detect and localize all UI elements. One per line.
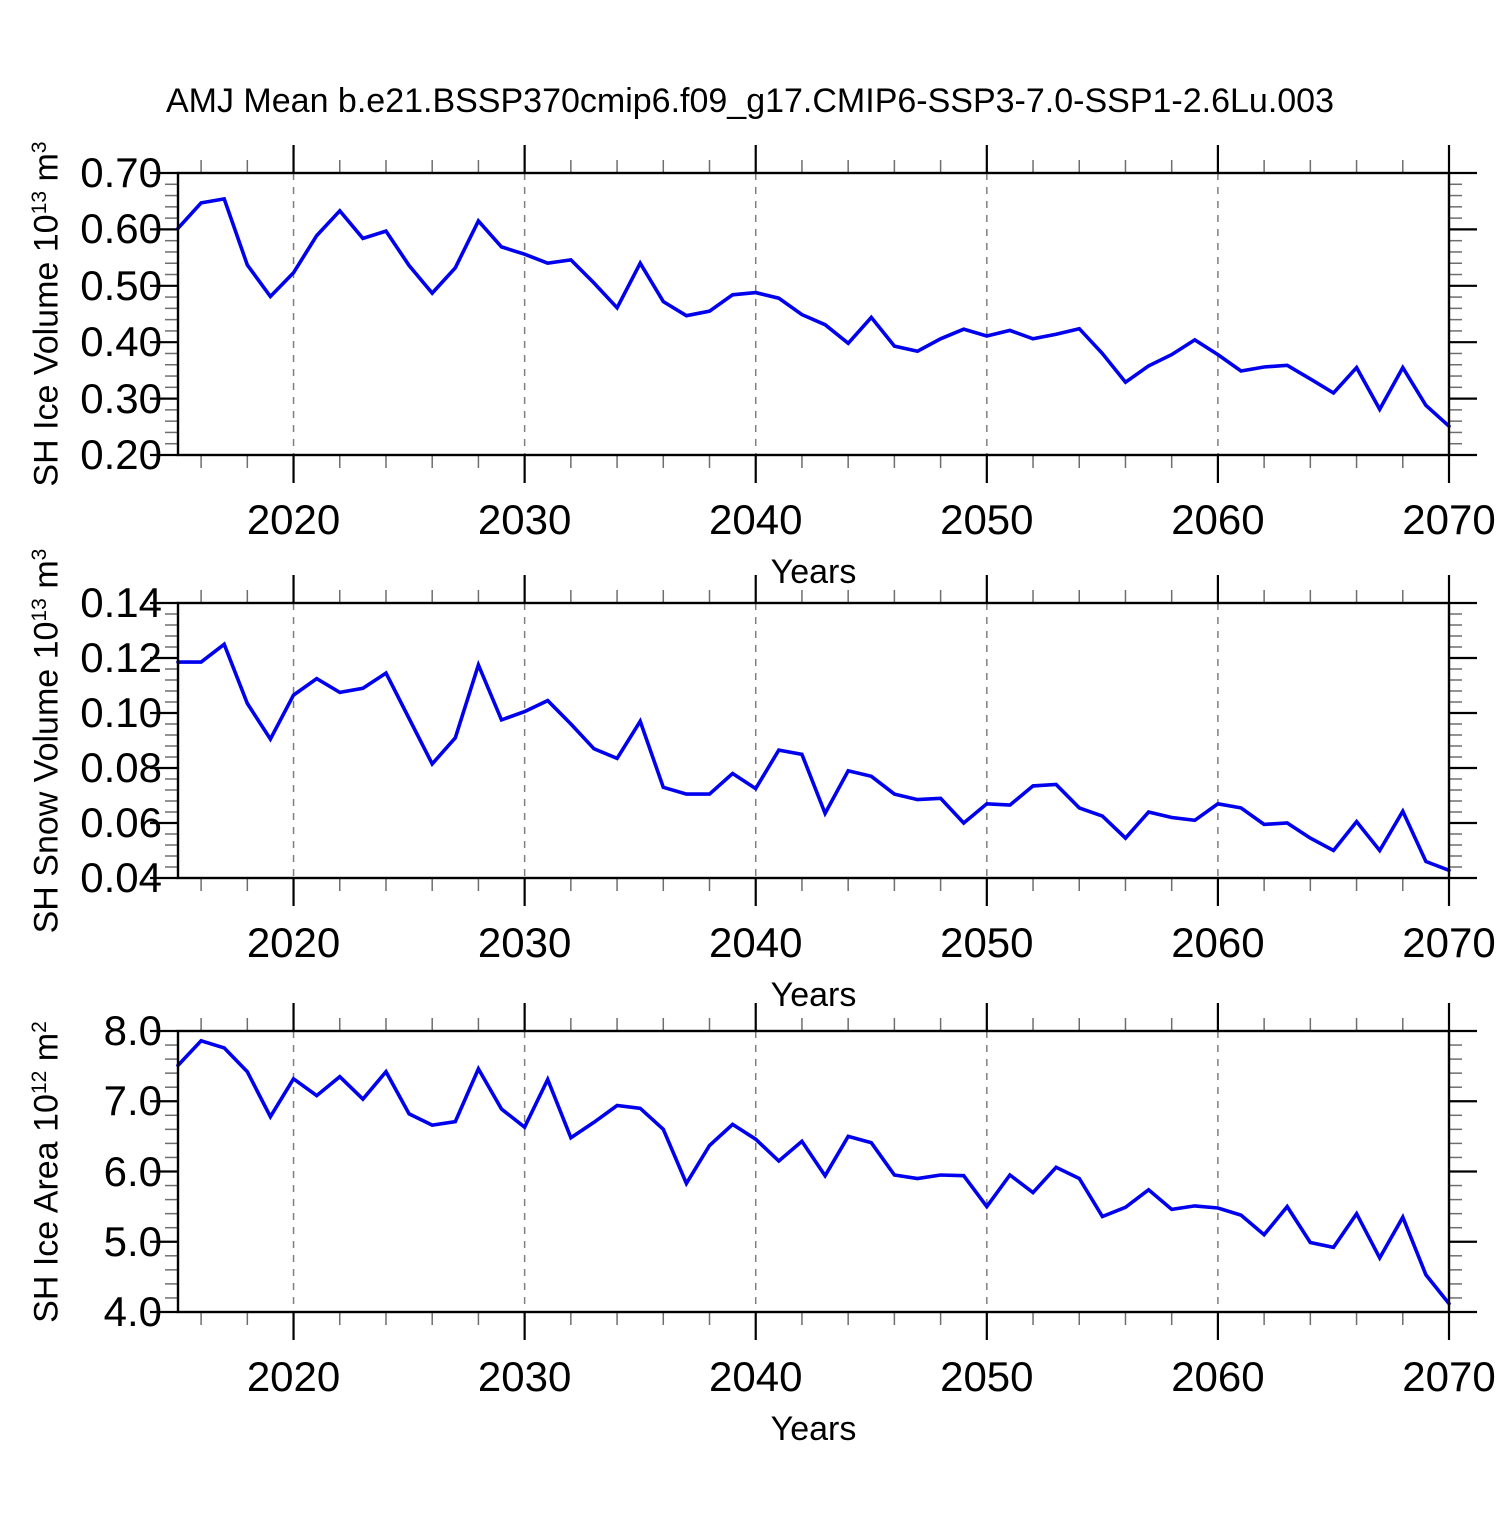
x-tick-label: 2070 bbox=[1402, 496, 1496, 543]
x-tick-label: 2050 bbox=[940, 496, 1034, 543]
y-tick-label: 4.0 bbox=[103, 1288, 162, 1335]
x-tick-label: 2050 bbox=[940, 1353, 1034, 1400]
x-tick-label: 2020 bbox=[246, 919, 341, 966]
y-tick-label: 0.20 bbox=[80, 431, 162, 478]
y-tick-label: 0.70 bbox=[80, 149, 162, 196]
x-tick-label: 2040 bbox=[709, 496, 803, 543]
x-tick-label: 2020 bbox=[246, 1353, 341, 1400]
sh-snow-volume-line bbox=[176, 641, 1451, 873]
sh-snow-volume-panel bbox=[150, 575, 1477, 906]
y-tick-label: 7.0 bbox=[103, 1077, 162, 1125]
sh-ice-volume-frame bbox=[176, 171, 1451, 457]
sh-ice-area-line bbox=[176, 1038, 1451, 1306]
x-axis-title: Years bbox=[770, 976, 857, 1014]
sh-ice-area-panel bbox=[150, 1003, 1477, 1340]
x-tick-label: 2030 bbox=[477, 1353, 572, 1400]
x-tick-label: 2060 bbox=[1171, 919, 1265, 966]
x-tick-label: 2040 bbox=[709, 1353, 803, 1400]
y-axis-title: SH Ice Area 1012 m2 bbox=[27, 1020, 66, 1323]
y-tick-label: 0.10 bbox=[80, 689, 162, 736]
sh-ice-volume-line bbox=[176, 196, 1451, 429]
sh-ice-area-frame bbox=[176, 1029, 1451, 1314]
y-tick-label: 0.04 bbox=[80, 854, 162, 901]
y-tick-label: 6.0 bbox=[103, 1147, 162, 1195]
y-tick-label: 0.12 bbox=[80, 634, 162, 681]
x-tick-label: 2070 bbox=[1402, 919, 1496, 966]
y-tick-label: 0.60 bbox=[80, 205, 162, 253]
x-tick-label: 2070 bbox=[1402, 1353, 1496, 1400]
x-tick-label: 2060 bbox=[1171, 1353, 1265, 1400]
y-tick-label: 0.40 bbox=[80, 318, 162, 366]
y-tick-label: 8.0 bbox=[103, 1007, 162, 1054]
y-tick-label: 5.0 bbox=[103, 1217, 162, 1265]
x-axis-title: Years bbox=[770, 1410, 857, 1448]
x-tick-label: 2050 bbox=[940, 919, 1034, 966]
x-tick-label: 2030 bbox=[477, 919, 572, 966]
x-tick-label: 2020 bbox=[246, 496, 341, 543]
y-tick-label: 0.14 bbox=[80, 579, 162, 626]
x-tick-label: 2030 bbox=[477, 496, 572, 543]
sh-ice-volume-panel bbox=[150, 145, 1477, 483]
y-tick-label: 0.06 bbox=[80, 799, 162, 846]
sh-snow-volume-frame bbox=[176, 601, 1451, 880]
x-axis-title: Years bbox=[770, 553, 857, 591]
y-tick-label: 0.50 bbox=[80, 261, 162, 309]
figure-title: AMJ Mean b.e21.BSSP370cmip6.f09_g17.CMIP… bbox=[165, 82, 1334, 120]
x-tick-label: 2040 bbox=[709, 919, 803, 966]
y-tick-label: 0.30 bbox=[80, 374, 162, 422]
y-tick-label: 0.08 bbox=[80, 744, 162, 791]
x-tick-label: 2060 bbox=[1171, 496, 1265, 543]
